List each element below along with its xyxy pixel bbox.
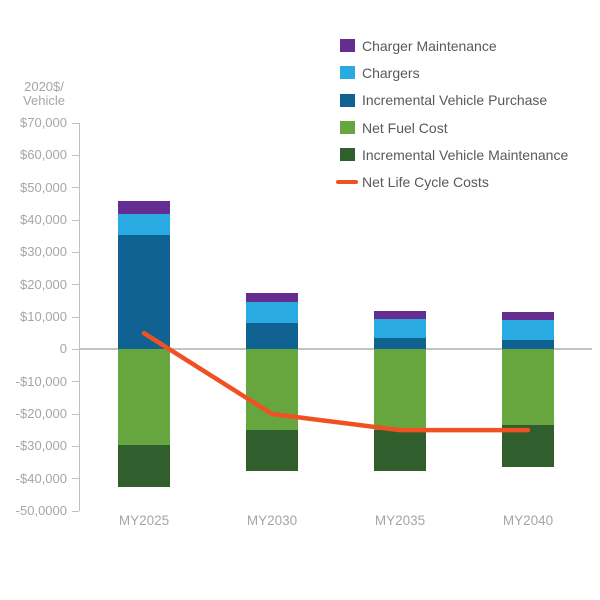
bar-segment-net-fuel-cost bbox=[118, 349, 170, 445]
legend-label: Incremental Vehicle Maintenance bbox=[362, 146, 569, 163]
legend-swatch-icon bbox=[340, 121, 355, 135]
y-tick-mark bbox=[72, 154, 79, 156]
legend-label: Net Fuel Cost bbox=[362, 119, 448, 136]
bar-segment-incremental-vehicle-purchase bbox=[502, 339, 554, 350]
y-tick-label: -$40,000 bbox=[15, 470, 67, 486]
legend-item-charger-maintenance: Charger Maintenance bbox=[340, 32, 568, 59]
legend-swatch-icon bbox=[340, 39, 355, 53]
bar-segment-incremental-vehicle-maintenance bbox=[374, 430, 426, 471]
bar-segment-charger-maintenance bbox=[246, 292, 298, 303]
y-axis-title: 2020$/ Vehicle bbox=[14, 80, 74, 108]
y-tick-label: $40,000 bbox=[20, 212, 67, 227]
bar-segment-incremental-vehicle-purchase bbox=[246, 323, 298, 350]
y-tick-label: -$20,000 bbox=[15, 406, 67, 421]
legend-label: Net Life Cycle Costs bbox=[362, 174, 489, 191]
legend-line-swatch-icon bbox=[336, 179, 358, 185]
y-tick-mark bbox=[72, 478, 79, 480]
y-tick-label: $30,000 bbox=[20, 244, 67, 260]
bar-segment-incremental-vehicle-maintenance bbox=[246, 430, 298, 471]
y-tick-label: -50,0000 bbox=[15, 503, 67, 518]
bar-segment-charger-maintenance bbox=[118, 200, 170, 214]
y-tick-mark bbox=[72, 219, 79, 221]
legend-label: Incremental Vehicle Purchase bbox=[362, 92, 548, 109]
bar-segment-chargers bbox=[118, 213, 170, 235]
y-tick-mark bbox=[72, 348, 79, 350]
y-tick-mark bbox=[72, 381, 79, 383]
legend-swatch-icon bbox=[340, 93, 355, 107]
legend-label: Chargers bbox=[362, 64, 420, 81]
y-tick-mark bbox=[72, 316, 79, 318]
bar-segment-net-fuel-cost bbox=[502, 349, 554, 426]
y-tick-label: 0 bbox=[59, 341, 67, 357]
y-tick-label: $10,000 bbox=[20, 309, 67, 324]
y-tick-label: $20,000 bbox=[20, 276, 67, 292]
y-tick-label: $60,000 bbox=[20, 147, 67, 163]
bar-segment-incremental-vehicle-purchase bbox=[118, 234, 170, 350]
bar-segment-chargers bbox=[374, 318, 426, 338]
bar-segment-charger-maintenance bbox=[374, 310, 426, 319]
bar-segment-incremental-vehicle-purchase bbox=[374, 338, 426, 350]
legend-swatch-icon bbox=[340, 66, 355, 80]
bar-segment-chargers bbox=[246, 302, 298, 324]
y-tick-mark bbox=[72, 413, 79, 415]
y-tick-label: -$30,000 bbox=[15, 438, 67, 454]
bar-segment-incremental-vehicle-maintenance bbox=[502, 425, 554, 468]
x-axis-label: MY2030 bbox=[246, 513, 298, 528]
y-axis-title-line2: Vehicle bbox=[23, 93, 65, 108]
y-tick-label: $70,000 bbox=[20, 115, 67, 130]
legend-swatch-icon bbox=[340, 148, 355, 162]
legend-item-net-life-cycle-costs: Net Life Cycle Costs bbox=[336, 168, 568, 195]
legend: Charger Maintenance Chargers Incremental V… bbox=[336, 32, 568, 196]
y-tick-mark bbox=[72, 251, 79, 253]
legend-item-chargers: Chargers bbox=[340, 59, 568, 86]
y-tick-mark bbox=[72, 187, 79, 189]
x-axis-label: MY2025 bbox=[118, 513, 170, 528]
y-tick-mark bbox=[72, 122, 79, 124]
bar-segment-incremental-vehicle-maintenance bbox=[118, 444, 170, 487]
bar-segment-chargers bbox=[502, 320, 554, 340]
legend-item-incremental-vehicle-purchase: Incremental Vehicle Purchase bbox=[340, 87, 568, 114]
bar-segment-charger-maintenance bbox=[502, 312, 554, 321]
x-axis-label: MY2035 bbox=[374, 513, 426, 528]
bar-segment-net-fuel-cost bbox=[374, 349, 426, 431]
legend-label: Charger Maintenance bbox=[362, 37, 497, 54]
y-axis-line bbox=[79, 123, 80, 511]
y-tick-mark bbox=[72, 445, 79, 447]
y-tick-label: -$10,000 bbox=[15, 373, 67, 389]
x-axis-label: MY2040 bbox=[502, 513, 554, 528]
legend-item-incremental-vehicle-maintenance: Incremental Vehicle Maintenance bbox=[340, 141, 568, 168]
y-tick-label: $50,000 bbox=[20, 179, 67, 195]
y-tick-mark bbox=[72, 284, 79, 286]
y-axis-title-line1: 2020$/ bbox=[24, 79, 64, 94]
bar-segment-net-fuel-cost bbox=[246, 349, 298, 431]
y-tick-mark bbox=[72, 510, 79, 512]
legend-item-net-fuel-cost: Net Fuel Cost bbox=[340, 114, 568, 141]
